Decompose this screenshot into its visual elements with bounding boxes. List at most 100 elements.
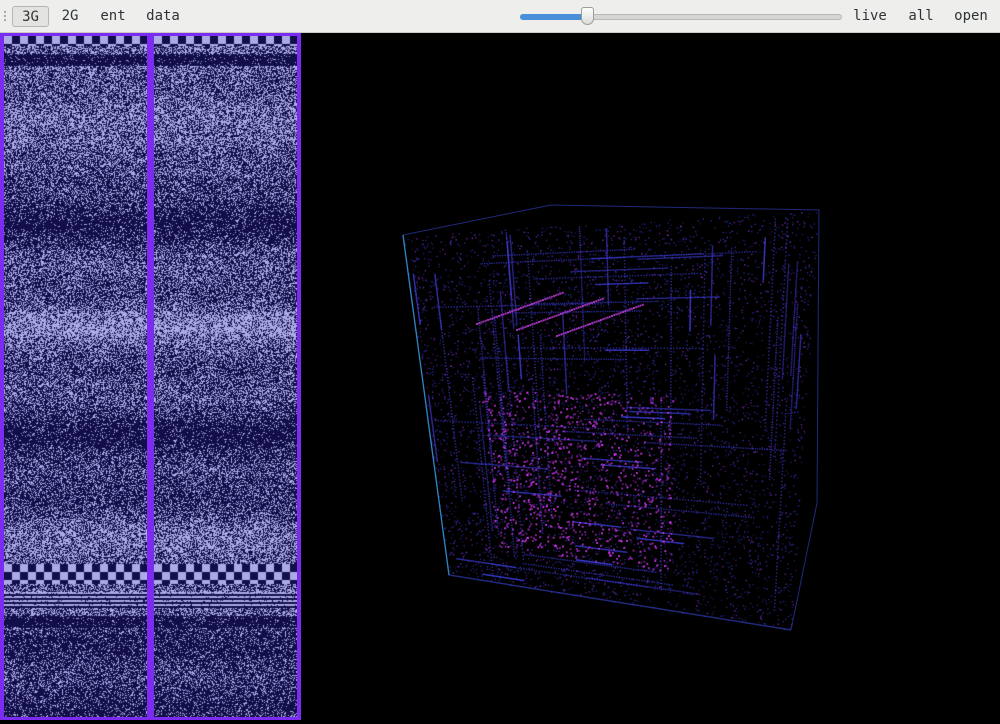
point-cloud-point — [754, 489, 756, 492]
point-cloud-point — [563, 460, 566, 463]
point-cloud-point — [442, 392, 445, 394]
point-cloud-point — [670, 238, 673, 240]
point-cloud-point — [638, 265, 640, 268]
point-cloud-point — [698, 399, 700, 401]
point-cloud-point — [558, 393, 560, 395]
mode-entropy-button[interactable]: ent — [100, 8, 126, 24]
point-cloud-point — [735, 614, 738, 617]
point-cloud-point — [483, 332, 486, 334]
point-cloud-point — [751, 503, 754, 505]
point-cloud-point — [474, 489, 476, 492]
point-cloud-point — [782, 556, 785, 559]
point-cloud-point — [762, 220, 765, 222]
point-cloud-point — [804, 290, 807, 292]
point-cloud-point — [701, 237, 703, 239]
mode-3g-button[interactable]: 3G — [12, 6, 49, 27]
point-cloud-point — [491, 386, 494, 388]
point-cloud-point — [459, 364, 462, 366]
hex-visualization-panel[interactable] — [0, 33, 301, 720]
point-cloud-point — [537, 234, 539, 237]
point-cloud-point — [612, 354, 615, 356]
point-cloud-point — [458, 256, 461, 258]
point-cloud-point — [664, 278, 666, 281]
point-cloud-point — [646, 478, 649, 481]
point-cloud-point — [637, 366, 640, 368]
point-cloud-point — [435, 467, 437, 469]
point-cloud-point — [615, 389, 617, 391]
point-cloud-point — [460, 399, 463, 402]
open-button[interactable]: open — [954, 8, 988, 24]
point-cloud-point — [546, 488, 549, 490]
point-cloud-point — [742, 455, 745, 457]
point-cloud-point — [662, 453, 665, 456]
point-cloud-point — [453, 420, 455, 423]
point-cloud-point — [661, 264, 664, 266]
point-cloud-point — [674, 477, 676, 479]
point-cloud-point — [541, 231, 544, 234]
point-cloud-point — [537, 461, 540, 463]
point-cloud-point — [495, 392, 498, 395]
mode-2g-button[interactable]: 2G — [61, 8, 79, 24]
point-cloud-point — [650, 496, 653, 499]
point-cloud-point — [695, 544, 698, 547]
point-cloud-point — [594, 253, 597, 256]
byte-map-column-1[interactable] — [4, 36, 147, 717]
point-cloud-point — [508, 309, 511, 311]
slider-knob[interactable] — [581, 7, 595, 25]
point-cloud-point — [623, 332, 626, 334]
point-cloud-point — [503, 285, 505, 288]
point-cloud-point — [794, 247, 796, 249]
point-cloud-point — [539, 408, 542, 411]
point-cloud-point — [448, 418, 450, 421]
point-cloud-point — [460, 525, 462, 527]
point-cloud-point — [443, 472, 446, 474]
point-cloud-point — [579, 349, 581, 351]
point-cloud-cube[interactable] — [301, 33, 1000, 720]
point-cloud-point — [425, 309, 428, 312]
point-cloud-point — [718, 216, 721, 218]
point-cloud-point — [781, 294, 784, 297]
point-cloud-point — [741, 450, 744, 453]
point-cloud-point — [443, 449, 446, 451]
live-button[interactable]: live — [853, 8, 887, 24]
point-cloud-point — [481, 341, 483, 344]
point-cloud-point — [454, 342, 456, 344]
point-cloud-point — [509, 335, 511, 337]
point-cloud-point — [519, 478, 522, 481]
all-button[interactable]: all — [908, 8, 934, 24]
point-cloud-point — [709, 526, 712, 528]
point-cloud-point — [541, 396, 544, 399]
point-cloud-point — [514, 404, 517, 406]
grip-handle-icon[interactable] — [3, 10, 7, 23]
point-cloud-point — [615, 486, 618, 488]
point-cloud-point — [564, 230, 566, 233]
point-cloud-point — [699, 222, 702, 225]
point-cloud-point — [542, 558, 545, 561]
point-cloud-point — [576, 476, 579, 479]
point-cloud-point — [686, 385, 688, 387]
point-cloud-point — [518, 298, 520, 300]
point-cloud-point — [580, 394, 582, 397]
point-cloud-point — [780, 461, 783, 463]
point-cloud-point — [795, 474, 797, 476]
3d-view[interactable] — [301, 33, 1000, 720]
point-cloud-point — [548, 439, 550, 441]
point-cloud-point — [761, 327, 763, 329]
point-cloud-point — [469, 431, 471, 433]
point-cloud-point — [621, 529, 623, 532]
mode-data-button[interactable]: data — [146, 8, 180, 24]
point-cloud-point — [540, 456, 543, 459]
point-cloud-point — [503, 266, 506, 268]
point-cloud-point — [627, 587, 630, 590]
point-cloud-point — [573, 537, 575, 539]
point-cloud-point — [732, 614, 735, 616]
point-cloud-point — [504, 533, 506, 536]
point-cloud-point — [538, 389, 541, 391]
point-cloud-point — [426, 347, 429, 349]
point-cloud-point — [500, 282, 503, 285]
point-cloud-point — [467, 327, 469, 329]
position-slider[interactable] — [520, 6, 842, 27]
point-cloud-point — [683, 463, 685, 465]
point-cloud-point — [523, 484, 526, 487]
byte-map-column-2[interactable] — [154, 36, 297, 717]
